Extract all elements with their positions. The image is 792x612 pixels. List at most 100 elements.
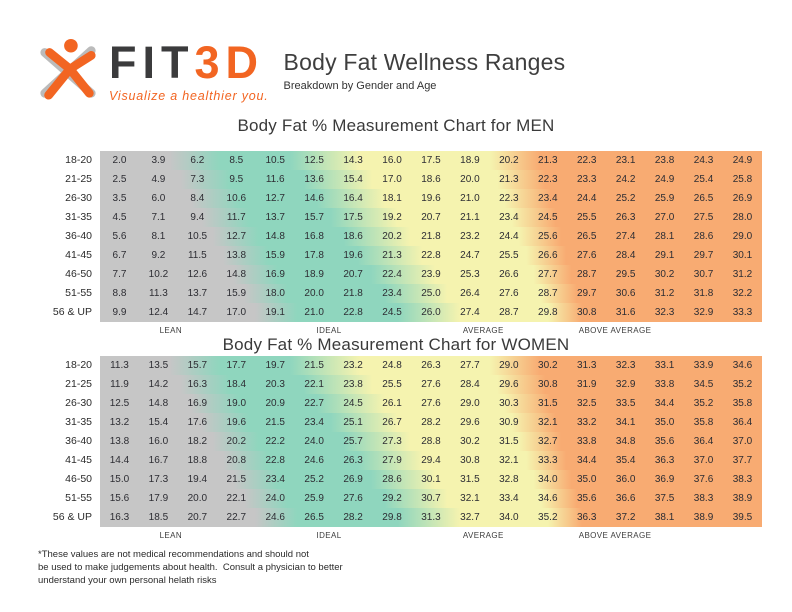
body-fat-cell: 12.7 bbox=[265, 193, 285, 204]
body-fat-cell: 15.6 bbox=[109, 493, 130, 504]
body-fat-cell: 37.2 bbox=[615, 512, 636, 523]
body-fat-cell: 35.2 bbox=[732, 379, 753, 390]
body-fat-cell: 24.5 bbox=[343, 398, 363, 409]
body-fat-cell: 7.7 bbox=[112, 269, 127, 280]
category-label: AVERAGE bbox=[462, 326, 504, 335]
age-row-label: 21-25 bbox=[65, 378, 92, 390]
body-fat-cell: 34.8 bbox=[615, 436, 636, 447]
body-fat-cell: 24.4 bbox=[499, 231, 519, 242]
body-fat-cell: 32.7 bbox=[538, 436, 558, 447]
table-row: 36-40 13.8 16.0 18.2 20.2 22.2 24.0 25.7 27.3 28.… bbox=[22, 432, 762, 451]
table-row: 46-50 15.0 17.3 19.4 21.5 23.4 25.2 26.9 28.6 30.… bbox=[22, 470, 762, 489]
table-row: 41-45 6.7 9.2 11.5 13.8 15.9 17.8 19.6 21.3 22.8 2… bbox=[22, 246, 762, 265]
body-fat-cell: 35.2 bbox=[538, 512, 558, 523]
body-fat-cell: 31.8 bbox=[693, 288, 714, 299]
body-fat-cell: 25.9 bbox=[304, 493, 324, 504]
body-fat-cell: 14.6 bbox=[304, 193, 324, 204]
body-fat-cell: 33.1 bbox=[654, 360, 675, 371]
body-fat-cell: 25.7 bbox=[343, 436, 363, 447]
body-fat-cell: 27.3 bbox=[382, 436, 402, 447]
body-fat-cell: 30.2 bbox=[654, 269, 675, 280]
category-label: ABOVE AVERAGE bbox=[578, 531, 652, 540]
body-fat-cell: 16.9 bbox=[265, 269, 285, 280]
body-fat-cell: 36.4 bbox=[693, 436, 714, 447]
body-fat-cell: 2.0 bbox=[112, 155, 127, 166]
body-fat-cell: 34.6 bbox=[732, 360, 753, 371]
body-fat-cell: 11.6 bbox=[265, 174, 285, 185]
body-fat-cell: 18.5 bbox=[148, 512, 169, 523]
body-fat-cell: 20.9 bbox=[265, 398, 285, 409]
row-cells: 11.9 14.2 16.3 18.4 20.3 22.1 23.8 25.5 27.6 28.4… bbox=[100, 375, 762, 394]
body-fat-cell: 18.1 bbox=[382, 193, 402, 204]
body-fat-cell: 18.9 bbox=[304, 269, 324, 280]
body-fat-cell: 16.4 bbox=[343, 193, 363, 204]
body-fat-cell: 26.6 bbox=[538, 250, 558, 261]
body-fat-cell: 28.8 bbox=[421, 436, 441, 447]
body-fat-cell: 23.9 bbox=[421, 269, 441, 280]
body-fat-cell: 27.6 bbox=[421, 398, 441, 409]
body-fat-cell: 30.2 bbox=[538, 360, 558, 371]
body-fat-cell: 36.0 bbox=[615, 474, 636, 485]
body-fat-cell: 38.9 bbox=[693, 512, 714, 523]
body-fat-cell: 19.6 bbox=[343, 250, 363, 261]
body-fat-cell: 24.9 bbox=[654, 174, 675, 185]
body-fat-cell: 22.8 bbox=[343, 307, 363, 318]
body-fat-cell: 34.1 bbox=[615, 417, 636, 428]
body-fat-cell: 15.0 bbox=[109, 474, 130, 485]
table-row: 46-50 7.7 10.2 12.6 14.8 16.9 18.9 20.7 22.4 23.9… bbox=[22, 265, 762, 284]
age-row-label: 36-40 bbox=[65, 435, 92, 447]
row-cells: 9.9 12.4 14.7 17.0 19.1 21.0 22.8 24.5 26.0 27.4 2… bbox=[100, 303, 762, 322]
body-fat-cell: 21.5 bbox=[304, 360, 324, 371]
body-fat-cell: 25.5 bbox=[499, 250, 519, 261]
body-fat-cell: 24.9 bbox=[732, 155, 753, 166]
body-fat-cell: 35.0 bbox=[654, 417, 675, 428]
body-fat-cell: 26.7 bbox=[382, 417, 402, 428]
body-fat-cell: 15.4 bbox=[148, 417, 169, 428]
age-row-label: 18-20 bbox=[65, 359, 92, 371]
body-fat-cell: 14.2 bbox=[148, 379, 169, 390]
body-fat-cell: 36.6 bbox=[615, 493, 636, 504]
body-fat-cell: 32.8 bbox=[499, 474, 519, 485]
body-fat-cell: 26.3 bbox=[421, 360, 441, 371]
body-fat-cell: 28.6 bbox=[693, 231, 714, 242]
row-cells: 7.7 10.2 12.6 14.8 16.9 18.9 20.7 22.4 23.9 25.3 2… bbox=[100, 265, 762, 284]
body-fat-cell: 25.4 bbox=[693, 174, 714, 185]
body-fat-cell: 26.9 bbox=[732, 193, 753, 204]
body-fat-cell: 19.7 bbox=[265, 360, 285, 371]
body-fat-cell: 20.7 bbox=[421, 212, 441, 223]
row-cells: 14.4 16.7 18.8 20.8 22.8 24.6 26.3 27.9 29.4 30.8… bbox=[100, 451, 762, 470]
body-fat-cell: 18.8 bbox=[187, 455, 208, 466]
body-fat-cell: 33.3 bbox=[538, 455, 558, 466]
body-fat-cell: 15.4 bbox=[343, 174, 363, 185]
brand-3d: 3D bbox=[194, 37, 265, 88]
body-fat-cell: 13.2 bbox=[109, 417, 130, 428]
body-fat-cell: 10.6 bbox=[226, 193, 247, 204]
body-fat-cell: 30.1 bbox=[421, 474, 441, 485]
body-fat-cell: 10.2 bbox=[148, 269, 169, 280]
body-fat-cell: 32.1 bbox=[499, 455, 519, 466]
body-fat-cell: 32.3 bbox=[654, 307, 675, 318]
body-fat-cell: 24.0 bbox=[304, 436, 324, 447]
row-cells: 15.6 17.9 20.0 22.1 24.0 25.9 27.6 29.2 30.7 32.1… bbox=[100, 489, 762, 508]
category-label: AVERAGE bbox=[462, 531, 504, 540]
body-fat-cell: 23.2 bbox=[460, 231, 480, 242]
body-fat-cell: 28.7 bbox=[576, 269, 597, 280]
table-row: 21-25 2.5 4.9 7.3 9.5 11.6 13.6 15.4 17.0 18.6 20.… bbox=[22, 170, 762, 189]
body-fat-cell: 27.4 bbox=[615, 231, 636, 242]
body-fat-cell: 33.4 bbox=[499, 493, 519, 504]
body-fat-cell: 24.0 bbox=[265, 493, 285, 504]
body-fat-cell: 23.8 bbox=[343, 379, 363, 390]
body-fat-cell: 15.7 bbox=[187, 360, 208, 371]
body-fat-cell: 31.9 bbox=[576, 379, 597, 390]
body-fat-cell: 31.3 bbox=[421, 512, 441, 523]
table-row: 36-40 5.6 8.1 10.5 12.7 14.8 16.8 18.6 20.2 21.8 2… bbox=[22, 227, 762, 246]
category-label: LEAN bbox=[159, 326, 183, 335]
body-fat-cell: 31.2 bbox=[732, 269, 753, 280]
category-label: LEAN bbox=[159, 531, 183, 540]
body-fat-cell: 18.6 bbox=[343, 231, 363, 242]
body-fat-cell: 39.5 bbox=[732, 512, 753, 523]
body-fat-cell: 16.9 bbox=[187, 398, 208, 409]
body-fat-cell: 8.4 bbox=[190, 193, 205, 204]
body-fat-cell: 24.7 bbox=[460, 250, 480, 261]
fit3d-logo-icon bbox=[40, 38, 96, 100]
